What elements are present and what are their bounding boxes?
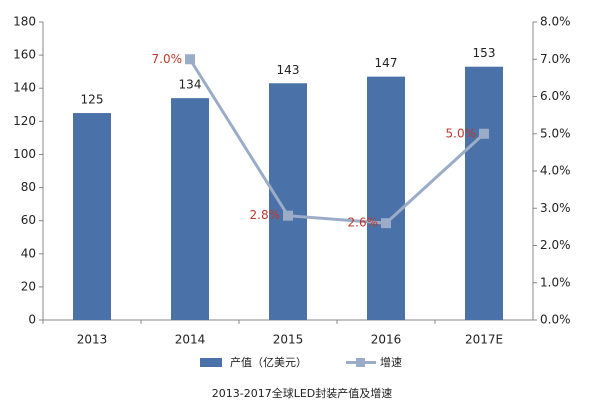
y2-tick-label: 2.0% [540,238,571,252]
line-marker [283,210,293,221]
legend-swatch [200,358,222,367]
x-tick-label: 2017E [465,333,503,347]
chart-caption: 2013-2017全球LED封装产值及增速 [212,386,393,400]
y2-tick-label: 7.0% [540,52,571,66]
line-marker [381,218,391,229]
line-value-label: 5.0% [446,126,477,140]
x-tick-label: 2014 [175,333,206,347]
bar-value-label: 143 [277,63,300,77]
y-tick-label: 120 [13,114,36,128]
y-tick-label: 160 [13,48,36,62]
y-tick-label: 0 [28,313,36,327]
line-value-label: 2.8% [250,208,281,222]
y2-tick-label: 6.0% [540,89,571,103]
legend-label: 产值（亿美元） [230,355,307,369]
legend-swatch [356,358,365,367]
line [188,58,486,225]
y-tick-label: 80 [21,180,36,194]
line-marker [185,54,195,65]
bar [367,76,405,320]
y-tick-label: 180 [13,15,36,29]
y2-tick-label: 8.0% [540,15,571,29]
bar [269,83,307,320]
y-tick-label: 40 [21,246,36,260]
bar-value-label: 153 [473,46,496,60]
bar [73,113,111,320]
y2-tick-label: 1.0% [540,275,571,289]
y2-tick-label: 5.0% [540,126,571,140]
y-tick-label: 100 [13,147,36,161]
y-tick-label: 20 [21,279,36,293]
line-value-label: 2.6% [348,216,379,230]
bar [465,66,503,320]
legend-label: 增速 [380,355,402,369]
bar-value-label: 147 [375,56,398,70]
y-tick-label: 140 [13,81,36,95]
line-value-label: 7.0% [152,52,183,66]
bar [171,98,209,321]
y2-tick-label: 4.0% [540,164,571,178]
x-tick-label: 2013 [77,333,108,347]
y2-tick-label: 0.0% [540,313,571,327]
bar-value-label: 134 [179,78,202,92]
bar-value-label: 125 [81,93,104,107]
y2-tick-label: 3.0% [540,201,571,215]
y-tick-label: 60 [21,213,36,227]
line-marker [479,128,489,139]
x-tick-label: 2016 [371,333,402,347]
x-tick-label: 2015 [273,333,304,347]
